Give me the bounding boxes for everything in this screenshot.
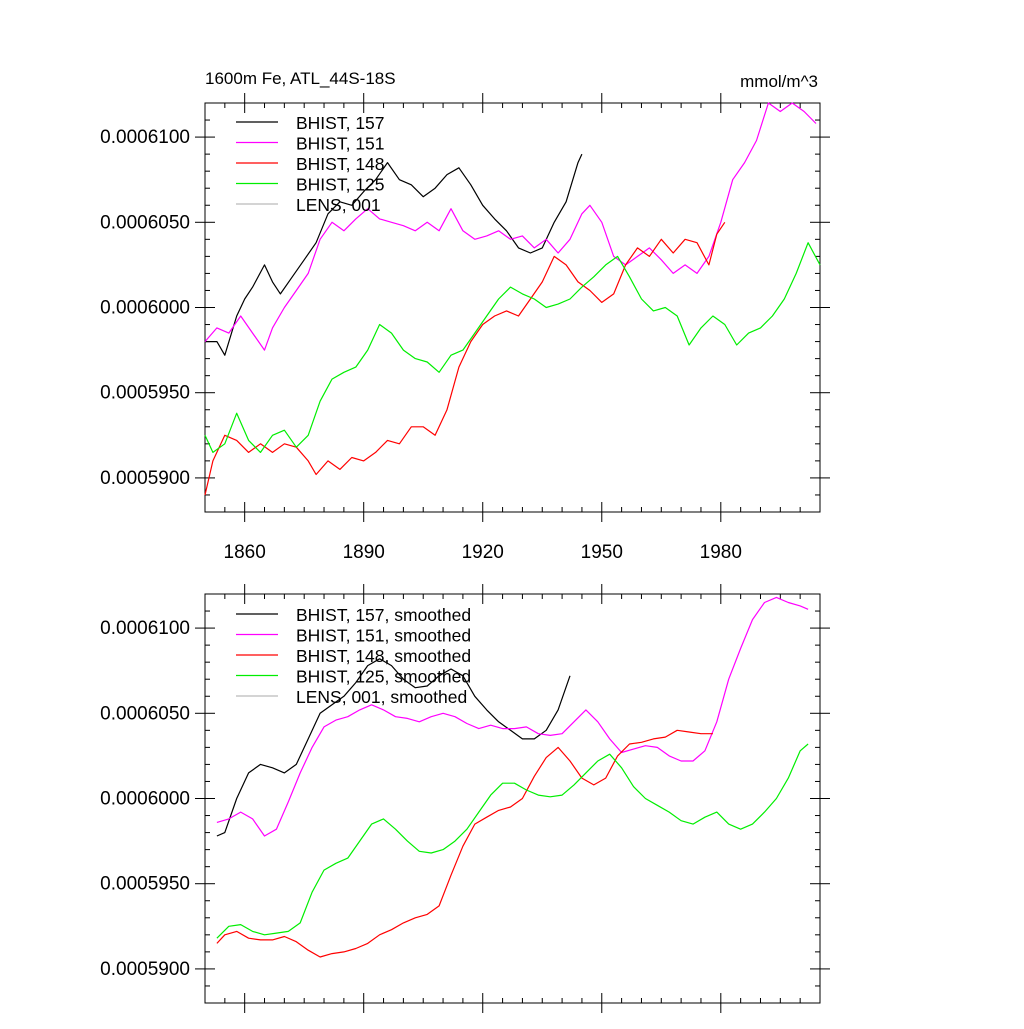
legend-entry: BHIST, 125 bbox=[296, 175, 385, 195]
top-panel: 1860 1890 1920 1950 1980 0.0005900 0.0005950 0.… bbox=[100, 93, 830, 563]
series-line bbox=[204, 221, 726, 496]
y-tick-label: 0.0005950 bbox=[100, 383, 190, 404]
series-line bbox=[216, 729, 713, 958]
series-line bbox=[216, 743, 809, 939]
series-line bbox=[216, 596, 809, 837]
y-tick-label: 0.0005900 bbox=[100, 959, 190, 980]
bottom-panel: 0.0005900 0.0005950 0.0006000 0.0006050 0.00… bbox=[100, 584, 830, 1013]
x-tick-label: 1980 bbox=[700, 542, 742, 563]
legend-entry: BHIST, 148, smoothed bbox=[296, 646, 471, 666]
series-line bbox=[204, 242, 821, 453]
series-line bbox=[205, 153, 583, 356]
y-tick-label: 0.0005900 bbox=[100, 468, 190, 489]
legend-entry: BHIST, 148 bbox=[296, 154, 385, 174]
x-tick-label: 1860 bbox=[224, 542, 266, 563]
y-tick-label: 0.0005950 bbox=[100, 874, 190, 895]
series-line bbox=[204, 102, 817, 351]
chart-title: 1600m Fe, ATL_44S-18S bbox=[205, 69, 396, 88]
legend-entry: BHIST, 125, smoothed bbox=[296, 667, 471, 687]
y-tick-label: 0.0006000 bbox=[100, 789, 190, 810]
legend-entry: LENS, 001, smoothed bbox=[296, 687, 467, 707]
x-tick-label: 1890 bbox=[343, 542, 385, 563]
legend-entry: BHIST, 157 bbox=[296, 113, 385, 133]
y-tick-label: 0.0006100 bbox=[100, 127, 190, 148]
legend-entry: BHIST, 157, smoothed bbox=[296, 605, 471, 625]
legend-entry: BHIST, 151, smoothed bbox=[296, 626, 471, 646]
y-tick-label: 0.0006000 bbox=[100, 298, 190, 319]
series-line bbox=[216, 658, 571, 837]
y-tick-label: 0.0006050 bbox=[100, 703, 190, 724]
legend-entry: LENS, 001 bbox=[296, 195, 381, 215]
x-tick-label: 1950 bbox=[581, 542, 623, 563]
legend-entry: BHIST, 151 bbox=[296, 134, 385, 154]
y-tick-label: 0.0006050 bbox=[100, 212, 190, 233]
y-tick-label: 0.0006100 bbox=[100, 618, 190, 639]
x-tick-label: 1920 bbox=[462, 542, 504, 563]
units-label: mmol/m^3 bbox=[740, 72, 818, 91]
